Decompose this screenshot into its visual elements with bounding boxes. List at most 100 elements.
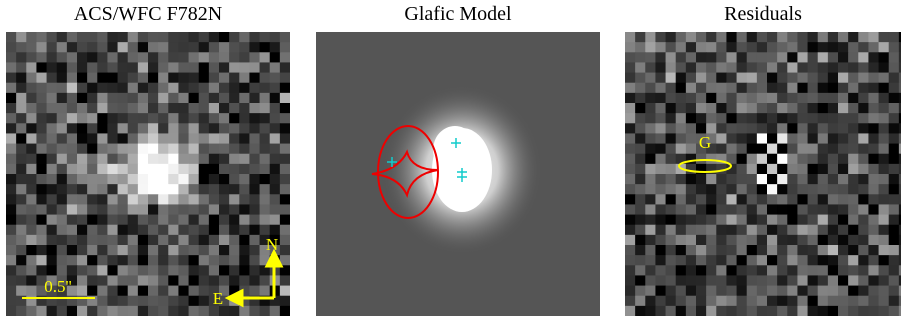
pixel: [36, 235, 47, 246]
pixel: [655, 113, 666, 124]
pixel: [706, 255, 717, 266]
pixel: [676, 306, 687, 317]
pixel: [128, 123, 139, 134]
pixel: [676, 62, 687, 73]
pixel: [737, 286, 748, 297]
pixel: [16, 184, 27, 195]
pixel: [655, 133, 666, 144]
pixel: [666, 194, 677, 205]
pixel: [36, 42, 47, 53]
pixel: [706, 275, 717, 286]
pixel: [16, 215, 27, 226]
pixel: [686, 286, 697, 297]
pixel: [57, 164, 68, 175]
pixel: [655, 52, 666, 63]
pixel: [219, 42, 230, 53]
pixel: [767, 194, 778, 205]
pixel: [158, 204, 169, 215]
pixel: [118, 204, 129, 215]
pixel: [696, 113, 707, 124]
pixel: [178, 215, 189, 226]
pixel: [787, 235, 798, 246]
pixel: [199, 83, 210, 94]
pixel: [128, 32, 139, 43]
pixel: [777, 83, 788, 94]
pixel: [868, 204, 879, 215]
pixel: [747, 62, 758, 73]
pixel: [777, 275, 788, 286]
pixel: [868, 174, 879, 185]
pixel: [97, 204, 108, 215]
pixel: [787, 93, 798, 104]
pixel: [655, 204, 666, 215]
pixel: [828, 73, 839, 84]
pixel: [757, 255, 768, 266]
pixel: [655, 164, 666, 175]
pixel: [747, 194, 758, 205]
pixel: [87, 42, 98, 53]
pixel: [229, 275, 240, 286]
pixel: [209, 113, 220, 124]
pixel: [270, 204, 281, 215]
pixel: [686, 296, 697, 307]
pixel: [249, 73, 260, 84]
pixel: [868, 275, 879, 286]
pixel: [818, 255, 829, 266]
pixel: [808, 154, 819, 165]
pixel: [635, 113, 646, 124]
pixel: [219, 32, 230, 43]
pixel: [787, 113, 798, 124]
pixel: [655, 225, 666, 236]
pixel: [808, 255, 819, 266]
pixel: [808, 204, 819, 215]
pixel: [239, 133, 250, 144]
pixel: [848, 235, 859, 246]
pixel: [879, 194, 890, 205]
pixel: [686, 62, 697, 73]
pixel: [26, 93, 37, 104]
pixel: [57, 83, 68, 94]
pixel: [848, 52, 859, 63]
pixel: [148, 123, 159, 134]
pixel: [6, 255, 17, 266]
pixel: [87, 73, 98, 84]
pixel: [158, 286, 169, 297]
pixel: [777, 245, 788, 256]
pixel: [838, 113, 849, 124]
pixel: [676, 184, 687, 195]
pixel: [737, 62, 748, 73]
pixel: [879, 144, 890, 155]
pixel: [128, 133, 139, 144]
pixel: [868, 245, 879, 256]
pixel: [676, 42, 687, 53]
pixel: [666, 83, 677, 94]
pixel: [797, 93, 808, 104]
pixel: [797, 113, 808, 124]
pixel: [655, 103, 666, 114]
pixel: [6, 83, 17, 94]
pixel: [676, 73, 687, 84]
pixel: [239, 123, 250, 134]
pixel: [26, 42, 37, 53]
pixel: [107, 286, 118, 297]
pixel: [757, 235, 768, 246]
pixel: [676, 204, 687, 215]
pixel: [87, 174, 98, 185]
pixel: [879, 255, 890, 266]
pixel: [655, 275, 666, 286]
pixel: [219, 174, 230, 185]
pixel: [239, 144, 250, 155]
pixel: [868, 154, 879, 165]
pixel: [16, 164, 27, 175]
pixel: [889, 42, 900, 53]
pixel: [148, 93, 159, 104]
pixel: [77, 174, 88, 185]
pixel: [6, 144, 17, 155]
pixel: [36, 52, 47, 63]
pixel: [87, 32, 98, 43]
pixel: [889, 286, 900, 297]
pixel: [797, 275, 808, 286]
pixel: [696, 275, 707, 286]
panel-title: ACS/WFC F782N: [74, 3, 222, 25]
pixel: [47, 245, 58, 256]
